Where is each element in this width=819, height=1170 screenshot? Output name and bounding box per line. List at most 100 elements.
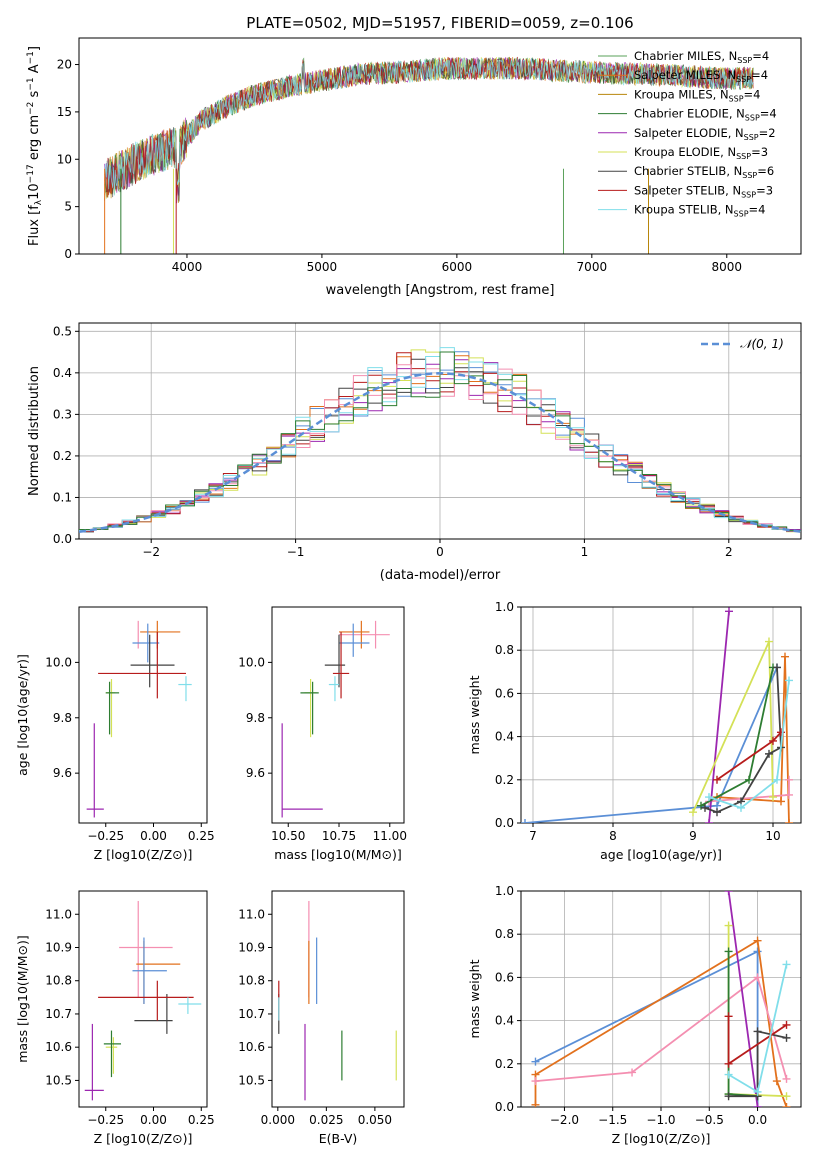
mass-weight-marker <box>769 793 777 802</box>
mass-weight-vs-age-ytick-label: 0.0 <box>495 816 514 830</box>
age-vs-metallicity-ytick-label: 9.6 <box>53 766 72 780</box>
legend-entry: Salpeter MILES, NSSP=4 <box>634 68 768 84</box>
plot-area <box>104 56 754 254</box>
spectrum-ytick-label: 0 <box>64 247 72 261</box>
mass-vs-extinction-ytick-label: 10.7 <box>238 1007 265 1021</box>
mass-vs-extinction-frame <box>271 890 405 1108</box>
mass-weight-marker <box>753 1103 762 1107</box>
mass-weight-marker <box>628 1068 637 1077</box>
age-vs-mass-ytick-label: 9.6 <box>246 766 265 780</box>
spectrum-xtick-label: 5000 <box>307 260 338 274</box>
mass-weight-vs-age-ytick-label: 0.6 <box>495 686 514 700</box>
mass-weight-vs-age-ytick-label: 0.8 <box>495 643 514 657</box>
age-vs-mass-xtick-label: 10.50 <box>271 829 305 843</box>
age-vs-metallicity-frame <box>78 606 208 824</box>
mass-weight-vs-metallicity-xtick-label: −1.0 <box>646 1113 675 1127</box>
spectrum-xtick-label: 7000 <box>577 260 608 274</box>
mass-weight-vs-age-ytick-label: 0.2 <box>495 773 514 787</box>
age-vs-mass-xlabel: mass [log10(M/M⊙)] <box>274 847 402 862</box>
mass-weight-vs-metallicity-xtick-label: −1.5 <box>598 1113 627 1127</box>
plot-area <box>79 347 801 533</box>
mass-weight-marker <box>782 1103 791 1107</box>
spectrum-ylabel: Flux [fλ10−17 erg cm−2 s−1 A−1] <box>26 46 44 246</box>
spectrum-xtick-label: 8000 <box>712 260 743 274</box>
mass-weight-marker <box>724 1012 733 1021</box>
mass-weight-vs-age-ytick-label: 1.0 <box>495 600 514 614</box>
legend-entry: Kroupa MILES, NSSP=4 <box>634 87 760 103</box>
mass-vs-metallicity-ytick-label: 10.5 <box>45 1073 72 1087</box>
mass-weight-marker <box>773 775 781 784</box>
residuals-xlabel: (data-model)/error <box>380 568 501 583</box>
mass-weight-vs-metallicity-xtick-label: 0.0 <box>748 1113 767 1127</box>
age-vs-metallicity-ytick-label: 10.0 <box>45 655 72 669</box>
residuals-xtick-label: 0 <box>436 545 444 559</box>
spectrum-xlabel: wavelength [Angstrom, rest frame] <box>326 283 555 298</box>
mass-vs-extinction-ytick-label: 10.5 <box>238 1073 265 1087</box>
mass-weight-marker <box>713 808 721 817</box>
age-vs-metallicity-panel: −0.25 0.00 0.25 9.6 9.8 10.0 Z [log10(Z/Z⊙)] ag… <box>15 606 215 862</box>
age-vs-metallicity-xtick-label: 0.25 <box>188 829 215 843</box>
residuals-ylabel: Normed distribution <box>27 366 42 496</box>
mass-weight-marker <box>782 1033 791 1042</box>
mass-vs-extinction-ytick-label: 10.8 <box>238 974 265 988</box>
residuals-ytick-label: 0.0 <box>53 532 72 546</box>
mass-weight-marker <box>777 728 785 737</box>
mass-weight-vs-metallicity-ytick-label: 0.6 <box>495 970 514 984</box>
residuals-ytick-label: 0.3 <box>53 407 72 421</box>
residuals-panel: −2 −1 0 1 2 0.0 0.1 0.2 0.3 0.4 0.5 𝒩(0, 1) (data-mo… <box>27 322 802 583</box>
mass-weight-vs-metallicity-xtick-label: −2.0 <box>550 1113 579 1127</box>
mass-weight-marker <box>753 936 762 945</box>
legend-entry: Chabrier ELODIE, NSSP=4 <box>634 107 777 123</box>
mass-weight-marker <box>725 607 733 616</box>
spectrum-ytick-label: 5 <box>64 200 72 214</box>
mass-weight-vs-age-xtick-label: 10 <box>765 829 780 843</box>
mass-weight-marker <box>724 1059 733 1068</box>
mass-weight-marker <box>724 1070 733 1079</box>
residuals-ytick-label: 0.1 <box>53 490 72 504</box>
mass-weight-vs-age-ytick-label: 0.4 <box>495 730 514 744</box>
spectrum-frame <box>78 37 802 255</box>
residual-histogram <box>79 351 801 531</box>
residuals-xtick-label: −1 <box>287 545 305 559</box>
mass-weight-line <box>535 950 759 1107</box>
residuals-ytick-label: 0.5 <box>53 324 72 338</box>
spectrum-ytick-label: 10 <box>57 152 72 166</box>
mass-weight-marker <box>785 676 793 685</box>
residuals-ytick-label: 0.4 <box>53 366 72 380</box>
mass-weight-vs-metallicity-xlabel: Z [log10(Z/Z⊙)] <box>612 1131 711 1146</box>
mass-weight-vs-age-ylabel: mass weight <box>467 675 482 754</box>
mass-vs-metallicity-xtick-label: 0.25 <box>188 1113 215 1127</box>
legend-entry: Salpeter ELODIE, NSSP=2 <box>634 126 776 142</box>
mass-weight-marker <box>521 819 529 823</box>
plot-area <box>531 891 791 1107</box>
mass-vs-metallicity-ytick-label: 10.6 <box>45 1040 72 1054</box>
residuals-xtick-label: 1 <box>581 545 589 559</box>
mass-weight-marker <box>531 1077 540 1086</box>
mass-weight-vs-metallicity-ytick-label: 0.0 <box>495 1100 514 1114</box>
residuals-ytick-label: 0.2 <box>53 449 72 463</box>
mass-vs-metallicity-ytick-label: 10.9 <box>45 940 72 954</box>
mass-weight-marker <box>753 973 762 982</box>
mass-weight-marker <box>705 819 713 823</box>
mass-weight-marker <box>737 803 745 812</box>
mass-weight-marker <box>724 921 733 930</box>
mass-vs-metallicity-xtick-label: 0.00 <box>140 1113 167 1127</box>
mass-weight-marker <box>753 947 762 956</box>
mass-weight-marker <box>713 775 721 784</box>
spectrum-xtick-label: 4000 <box>172 260 203 274</box>
mass-weight-vs-metallicity-ytick-label: 0.4 <box>495 1014 514 1028</box>
mass-weight-marker <box>785 790 793 799</box>
mass-weight-vs-age-xlabel: age [log10(age/yr)] <box>600 847 722 862</box>
mass-weight-vs-age-xtick-label: 9 <box>689 829 697 843</box>
mass-weight-marker <box>785 819 793 823</box>
spectrum-ytick-label: 15 <box>57 105 72 119</box>
mass-weight-line <box>727 891 759 1107</box>
mass-vs-extinction-xlabel: E(B-V) <box>319 1131 358 1146</box>
mass-weight-marker <box>753 1027 762 1036</box>
age-vs-metallicity-xtick-label: −0.25 <box>87 829 124 843</box>
mass-weight-vs-age-xtick-label: 7 <box>529 829 537 843</box>
legend-entry: Kroupa STELIB, NSSP=4 <box>634 203 765 219</box>
mass-weight-marker <box>769 736 777 745</box>
mass-weight-vs-metallicity-ytick-label: 0.8 <box>495 927 514 941</box>
